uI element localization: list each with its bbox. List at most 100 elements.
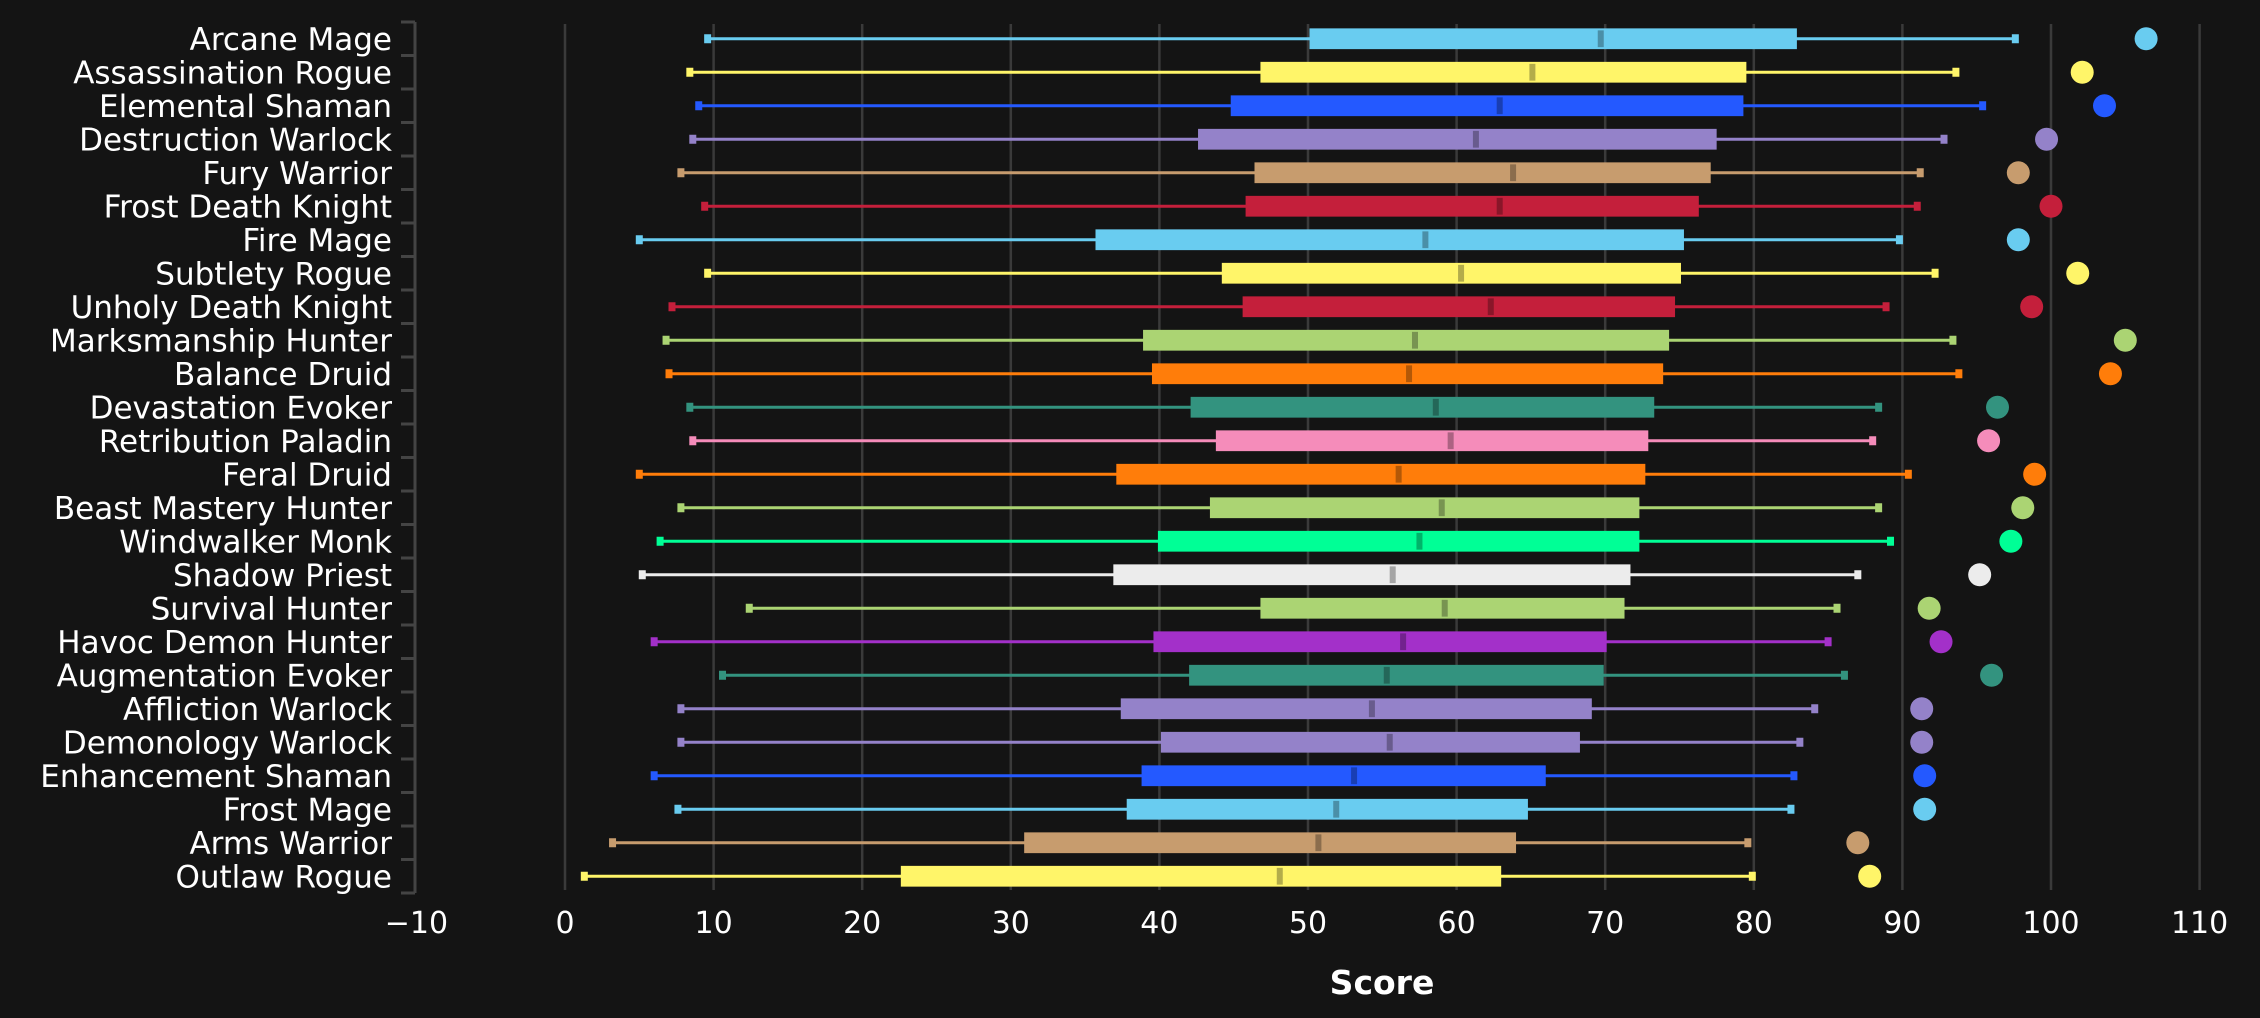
category-label: Marksmanship Hunter xyxy=(50,323,392,359)
category-label: Devastation Evoker xyxy=(90,390,393,426)
outlier-point xyxy=(2011,496,2035,520)
median-mark xyxy=(1406,365,1413,383)
median-mark xyxy=(1383,666,1390,684)
median-mark xyxy=(1447,432,1454,450)
box-row: Havoc Demon Hunter xyxy=(57,625,1953,661)
iqr-box xyxy=(1153,631,1607,653)
x-tick-label: 60 xyxy=(1438,906,1476,941)
category-label: Beast Mastery Hunter xyxy=(54,491,392,527)
whisker-max-cap xyxy=(1869,436,1877,446)
whisker-max-cap xyxy=(1875,402,1883,412)
category-label: Arcane Mage xyxy=(190,22,392,58)
outlier-point xyxy=(1910,730,1934,754)
box-row: Fire Mage xyxy=(242,223,2030,259)
category-label: Frost Mage xyxy=(223,792,392,828)
iqr-box xyxy=(1190,396,1655,418)
iqr-box xyxy=(1260,61,1747,83)
whisker-min-cap xyxy=(580,871,588,881)
iqr-box xyxy=(1116,463,1646,485)
box-row: Elemental Shaman xyxy=(99,89,2116,125)
whisker-max-cap xyxy=(1796,737,1804,747)
category-label: Balance Druid xyxy=(174,357,392,393)
x-tick-label: 110 xyxy=(2171,906,2228,941)
whisker-max-cap xyxy=(1882,302,1890,312)
whisker-max-cap xyxy=(1824,637,1832,647)
category-label: Destruction Warlock xyxy=(79,122,392,158)
iqr-box xyxy=(1141,765,1546,787)
outlier-point xyxy=(1913,797,1937,821)
whisker-min-cap xyxy=(686,67,694,77)
box-row: Retribution Paladin xyxy=(99,424,2001,460)
whisker-min-cap xyxy=(677,704,685,714)
iqr-box xyxy=(1157,530,1640,552)
outlier-point xyxy=(1980,663,2004,687)
x-tick-label: 10 xyxy=(695,906,733,941)
whisker-min-cap xyxy=(689,436,697,446)
whisker-max-cap xyxy=(1811,704,1819,714)
median-mark xyxy=(1458,264,1465,282)
whisker-min-cap xyxy=(665,369,673,379)
box-row: Shadow Priest xyxy=(173,558,1992,594)
whisker-max-cap xyxy=(1940,134,1948,144)
whisker-min-cap xyxy=(674,804,682,814)
category-label: Affliction Warlock xyxy=(123,692,392,728)
iqr-box xyxy=(1143,329,1670,351)
median-mark xyxy=(1386,733,1393,751)
x-tick-label: 70 xyxy=(1586,906,1624,941)
category-label: Subtlety Rogue xyxy=(155,256,392,292)
whisker-min-cap xyxy=(677,168,685,178)
whisker-min-cap xyxy=(662,335,670,345)
median-mark xyxy=(1529,63,1536,81)
whisker-max-cap xyxy=(1979,101,1987,111)
outlier-point xyxy=(2039,194,2063,218)
category-label: Fire Mage xyxy=(242,223,392,259)
outlier-point xyxy=(2035,127,2059,151)
median-mark xyxy=(1351,767,1358,785)
box-row: Beast Mastery Hunter xyxy=(54,491,2035,527)
box-row: Unholy Death Knight xyxy=(71,290,2044,326)
category-label: Enhancement Shaman xyxy=(40,759,392,795)
outlier-point xyxy=(1977,429,2001,453)
outlier-point xyxy=(1858,864,1882,888)
median-mark xyxy=(1276,867,1283,885)
x-tick-label: 40 xyxy=(1140,906,1178,941)
iqr-box xyxy=(1309,28,1797,50)
outlier-point xyxy=(2006,228,2030,252)
median-mark xyxy=(1487,298,1494,316)
whisker-min-cap xyxy=(745,603,753,613)
box-row: Augmentation Evoker xyxy=(57,658,2004,694)
outlier-point xyxy=(2020,295,2044,319)
whisker-max-cap xyxy=(1790,771,1798,781)
median-mark xyxy=(1416,532,1423,550)
whisker-max-cap xyxy=(1854,570,1862,580)
iqr-box xyxy=(1160,731,1580,753)
whisker-min-cap xyxy=(650,637,658,647)
category-label: Augmentation Evoker xyxy=(57,658,393,694)
outlier-point xyxy=(2070,60,2094,84)
whisker-max-cap xyxy=(1913,201,1921,211)
category-label: Windwalker Monk xyxy=(119,524,392,560)
outlier-point xyxy=(2134,27,2158,51)
box-row: Frost Death Knight xyxy=(104,189,2063,225)
box-row: Outlaw Rogue xyxy=(175,859,1882,895)
y-axis xyxy=(401,20,417,895)
x-tick-label: 20 xyxy=(843,906,881,941)
whisker-min-cap xyxy=(689,134,697,144)
iqr-box xyxy=(1126,798,1528,820)
whisker-min-cap xyxy=(635,469,643,479)
whisker-min-cap xyxy=(609,838,617,848)
x-tick-label: 0 xyxy=(555,906,574,941)
outlier-point xyxy=(1968,563,1992,587)
category-label: Frost Death Knight xyxy=(104,189,392,225)
category-label: Retribution Paladin xyxy=(99,424,392,460)
whisker-min-cap xyxy=(677,737,685,747)
box-row: Devastation Evoker xyxy=(90,390,2010,426)
whisker-max-cap xyxy=(1916,168,1924,178)
x-axis-title: Score xyxy=(1330,963,1435,1002)
box-row: Arcane Mage xyxy=(190,22,2158,58)
whisker-max-cap xyxy=(1840,670,1848,680)
outlier-point xyxy=(1929,630,1953,654)
whisker-max-cap xyxy=(1955,369,1963,379)
median-mark xyxy=(1597,30,1604,48)
